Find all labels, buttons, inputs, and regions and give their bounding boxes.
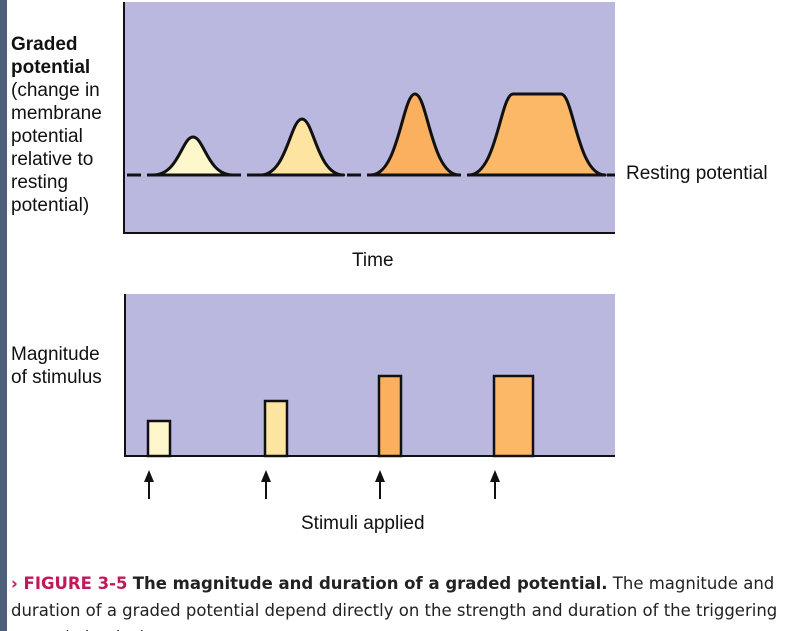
graded-potential-curves	[151, 92, 607, 177]
graded-potential-label-line-2: potential	[11, 57, 91, 78]
stimulus-bar-3	[377, 374, 403, 458]
graded-potential-curve-3	[369, 92, 461, 177]
stimulus-arrow-head-4	[490, 470, 500, 482]
figure-caption-text: The magnitude and duration of a graded p…	[11, 574, 778, 631]
graded-potential-label-line-4: membrane	[11, 103, 102, 124]
graded-potential-label-line-3: (change in	[11, 80, 100, 101]
graded-potential-curve-4	[467, 92, 607, 177]
stimuli-applied-label: Stimuli applied	[301, 513, 425, 534]
graded-potential-label-line-1: Graded	[11, 34, 78, 55]
graded-potential-label-line-6: relative to	[11, 149, 94, 170]
stimulus-panel	[125, 294, 615, 456]
resting-potential-label: Resting potential	[626, 163, 768, 184]
magnitude-label-line-2: of stimulus	[11, 367, 102, 388]
graded-potential-label-line-7: resting	[11, 172, 69, 193]
figure-number: › FIGURE 3-5	[11, 574, 128, 593]
graded-potential-label-line-5: potential	[11, 126, 83, 147]
figure-title: The magnitude and duration of a graded p…	[132, 574, 608, 593]
stimulus-arrow-head-1	[144, 470, 154, 482]
top-panel-axes	[123, 2, 615, 234]
graded-potential-curve-2	[258, 117, 346, 177]
stimulus-bar-4	[492, 374, 535, 458]
stimulus-bar-2	[263, 399, 289, 458]
time-axis-label: Time	[352, 250, 394, 271]
bottom-panel-axes	[124, 294, 615, 457]
graded-potential-curve-1	[151, 135, 235, 177]
figure-caption: › FIGURE 3-5 The magnitude and duration …	[11, 570, 801, 631]
graded-potential-label-line-8: potential)	[11, 195, 90, 216]
stimulus-bars	[146, 374, 535, 458]
stimulus-arrow-head-2	[261, 470, 271, 482]
figure-page: Graded potential (change in membrane pot…	[7, 0, 810, 631]
stimulus-bar-1	[146, 419, 172, 458]
stimulus-arrows	[144, 470, 500, 499]
magnitude-label-line-1: Magnitude	[11, 344, 100, 365]
stimulus-arrow-head-3	[375, 470, 385, 482]
figure-graphic	[123, 2, 615, 499]
